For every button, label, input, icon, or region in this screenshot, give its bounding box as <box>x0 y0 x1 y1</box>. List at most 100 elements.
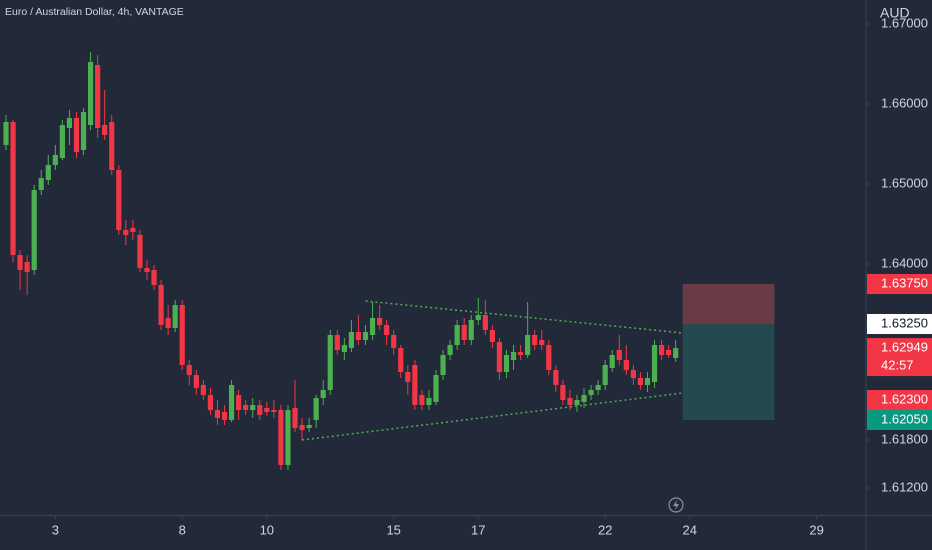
x-tick-label: 15 <box>386 522 400 537</box>
candle-body <box>278 410 284 465</box>
y-tick-label: 1.61800 <box>881 431 928 446</box>
candle-body <box>440 355 446 375</box>
candle-body <box>24 262 30 272</box>
price-label-box <box>867 338 932 377</box>
candle-body <box>320 390 326 398</box>
y-tick-label: 1.67000 <box>881 15 928 30</box>
candle-body <box>10 122 16 255</box>
candle-body <box>193 375 199 388</box>
candle-body <box>623 360 629 370</box>
countdown: 42:57 <box>881 358 914 373</box>
price-label: 1.62949 <box>881 340 928 355</box>
candle-body <box>214 410 221 418</box>
candle-body <box>433 375 439 402</box>
price-label-box <box>867 314 932 334</box>
candle-body <box>116 170 122 230</box>
stop-zone <box>682 284 775 324</box>
candle-body <box>616 350 622 360</box>
candle-body <box>560 385 566 400</box>
candle-body <box>553 370 559 385</box>
x-tick-label: 10 <box>260 522 274 537</box>
candle-body <box>102 125 108 135</box>
candle-body <box>313 398 319 420</box>
candle-body <box>144 268 150 272</box>
y-tick-label: 1.65000 <box>881 175 928 190</box>
candle-body <box>384 325 390 335</box>
candle-body <box>179 305 185 365</box>
candle-body <box>250 405 256 410</box>
candle-body <box>165 318 171 328</box>
candle-body <box>426 398 432 405</box>
candle-body <box>31 190 37 270</box>
trendline <box>301 392 683 441</box>
y-tick-label: 1.64000 <box>881 255 928 270</box>
candle-body <box>306 425 312 428</box>
candle-body <box>200 385 206 395</box>
candle-body <box>299 425 305 430</box>
candle-body <box>327 335 333 390</box>
candle-body <box>109 122 115 170</box>
candle-body <box>158 285 164 325</box>
chart-title: Euro / Australian Dollar, 4h, VANTAGE <box>5 6 184 18</box>
candle-body <box>546 345 552 370</box>
candle-body <box>264 408 270 412</box>
candle-body <box>17 255 23 270</box>
candle-body <box>468 320 474 340</box>
candle-body <box>137 235 143 268</box>
candle-body <box>588 390 594 395</box>
candle-body <box>525 335 531 355</box>
candle-body <box>482 315 488 330</box>
price-label: 1.63750 <box>881 275 928 290</box>
candle-body <box>257 405 263 415</box>
candle-body <box>602 365 608 385</box>
candle-body <box>95 65 101 128</box>
candle-body <box>658 345 665 355</box>
price-label: 1.62300 <box>881 391 928 406</box>
candle-body <box>489 330 495 342</box>
candle-body <box>3 122 9 145</box>
trendline <box>365 300 683 334</box>
candle-body <box>567 398 573 405</box>
candle-body <box>59 125 65 158</box>
candle-body <box>595 385 601 390</box>
candle-body <box>630 370 636 378</box>
candle-body <box>243 405 249 410</box>
candle-body <box>503 355 510 372</box>
candle-body <box>574 400 580 405</box>
candle-body <box>391 335 397 348</box>
candle-body <box>52 155 58 165</box>
candle-body <box>285 410 291 465</box>
x-tick-label: 29 <box>809 522 823 537</box>
candle-body <box>221 412 228 420</box>
candle-body <box>73 118 80 152</box>
y-tick-label: 1.66000 <box>881 95 928 110</box>
candle-body <box>80 112 87 150</box>
candle-body <box>581 395 587 402</box>
candle-body <box>186 365 192 375</box>
candle-body <box>38 178 44 190</box>
candle-body <box>673 348 679 358</box>
candle-body <box>609 355 615 368</box>
candle-body <box>666 350 672 355</box>
candle-body <box>228 385 235 420</box>
x-tick-label: 22 <box>598 522 612 537</box>
candle-body <box>475 315 481 320</box>
candle-body <box>236 395 242 410</box>
candle-body <box>172 305 178 328</box>
candle-body <box>362 332 369 340</box>
candle-body <box>412 365 418 405</box>
lightning-icon <box>668 497 684 513</box>
target-zone <box>682 324 775 420</box>
candle-body <box>341 345 347 352</box>
candle-body <box>271 410 277 412</box>
x-tick-label: 24 <box>683 522 697 537</box>
candle-body <box>461 325 467 340</box>
price-label: 1.63250 <box>881 315 928 330</box>
candle-body <box>369 318 376 335</box>
x-tick-label: 17 <box>471 522 485 537</box>
candle-body <box>123 230 129 235</box>
candle-body <box>644 378 651 385</box>
candle-body <box>45 165 51 180</box>
candle-body <box>419 395 425 405</box>
